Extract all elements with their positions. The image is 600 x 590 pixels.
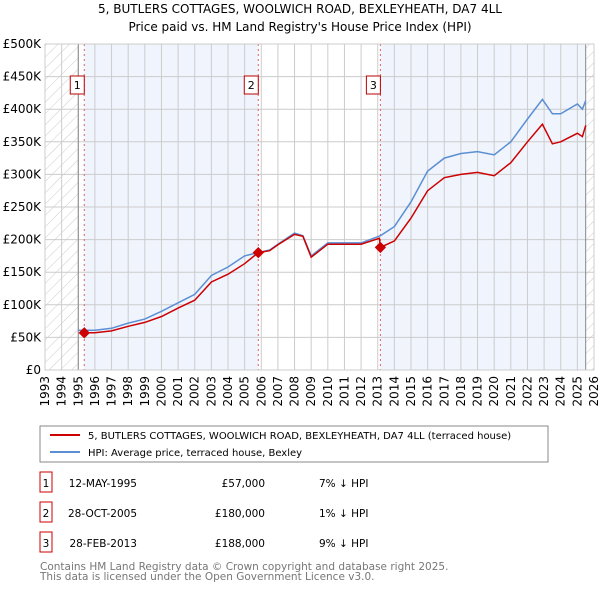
sale-number: 3 [370, 79, 377, 92]
x-tick-label: 2022 [520, 376, 534, 407]
x-tick-label: 2012 [354, 376, 368, 407]
x-tick-label: 2011 [337, 376, 351, 407]
x-tick-label: 1993 [38, 376, 52, 407]
x-tick-label: 2018 [454, 376, 468, 407]
y-tick-label: £500K [3, 37, 43, 51]
sale-hpi-diff: 9% ↓ HPI [319, 538, 368, 550]
y-tick-label: £350K [3, 135, 43, 149]
chart-title: 5, BUTLERS COTTAGES, WOOLWICH ROAD, BEXL… [98, 2, 502, 16]
sale-date: 12-MAY-1995 [69, 478, 137, 490]
x-tick-label: 2020 [487, 376, 501, 407]
price-paid-line [84, 122, 587, 334]
x-tick-label: 2021 [504, 376, 518, 407]
sale-point [252, 246, 264, 259]
sale-number-box [39, 501, 53, 523]
sale-number: 2 [43, 508, 50, 520]
plot-frame [44, 43, 595, 371]
y-tick-label: £300K [3, 167, 43, 181]
y-tick-label: £0 [26, 363, 41, 377]
legend-label-price: 5, BUTLERS COTTAGES, WOOLWICH ROAD, BEXL… [88, 431, 511, 442]
x-tick-label: 2009 [304, 376, 318, 407]
sale-number-box [243, 75, 259, 95]
sale-price: £188,000 [215, 538, 265, 550]
x-tick-label: 2026 [587, 376, 600, 407]
hpi-line [78, 98, 587, 331]
x-tick-label: 1999 [138, 376, 152, 407]
sale-price: £180,000 [215, 508, 265, 520]
x-tick-label: 2023 [537, 376, 551, 407]
sale-number-box [365, 75, 381, 95]
x-tick-label: 2007 [271, 376, 285, 407]
x-tick-label: 2005 [238, 376, 252, 407]
footer-line-2: This data is licensed under the Open Gov… [39, 571, 375, 583]
x-tick-label: 2015 [404, 376, 418, 407]
legend: 5, BUTLERS COTTAGES, WOOLWICH ROAD, BEXL… [39, 425, 549, 463]
sale-number: 3 [43, 538, 50, 550]
sale-number: 1 [74, 79, 81, 92]
x-tick-label: 1997 [105, 376, 119, 407]
y-tick-label: £250K [3, 200, 43, 214]
sale-date: 28-OCT-2005 [68, 508, 137, 520]
x-tick-label: 2013 [371, 376, 385, 407]
x-tick-label: 2025 [570, 376, 584, 407]
x-tick-label: 1996 [88, 376, 102, 407]
sale-number: 2 [248, 79, 255, 92]
x-tick-label: 2014 [387, 376, 401, 407]
x-tick-label: 2002 [188, 376, 202, 407]
y-tick-label: £200K [3, 233, 43, 247]
x-tick-label: 2001 [171, 376, 185, 407]
chart-subtitle: Price paid vs. HM Land Registry's House … [128, 20, 471, 34]
sale-point [374, 241, 387, 254]
sales-table: 1 12-MAY-1995 £57,000 7% ↓ HPI 2 28-OCT-2005 £… [39, 471, 368, 553]
x-tick-label: 2016 [421, 376, 435, 407]
sale-hpi-diff: 1% ↓ HPI [319, 508, 368, 520]
x-tick-label: 2019 [471, 376, 485, 407]
sale-date: 28-FEB-2013 [69, 538, 137, 550]
sale-number: 1 [43, 478, 50, 490]
sale-number-box [69, 75, 85, 95]
x-tick-label: 1998 [121, 376, 135, 407]
sale-price: £57,000 [222, 478, 265, 490]
y-tick-label: £400K [3, 102, 43, 116]
x-tick-label: 2000 [154, 376, 168, 407]
x-tick-label: 1995 [71, 376, 85, 407]
y-tick-label: £450K [3, 70, 43, 84]
legend-label-hpi: HPI: Average price, terraced house, Bexl… [88, 448, 302, 459]
x-tick-label: 2008 [288, 376, 302, 407]
sale-hpi-diff: 7% ↓ HPI [319, 478, 368, 490]
y-tick-label: £150K [3, 265, 43, 279]
footer-line-1: Contains HM Land Registry data © Crown c… [40, 561, 448, 573]
sale-number-box [39, 471, 53, 493]
x-tick-label: 2010 [321, 376, 335, 407]
y-tick-label: £50K [10, 330, 42, 344]
x-tick-label: 2006 [254, 376, 268, 407]
x-tick-label: 2003 [204, 376, 218, 407]
x-tick-label: 2004 [221, 376, 235, 407]
x-tick-label: 2017 [437, 376, 451, 407]
x-tick-label: 2024 [554, 376, 568, 407]
sale-number-box [39, 531, 53, 553]
y-tick-label: £100K [3, 298, 43, 312]
x-tick-label: 1994 [55, 376, 69, 407]
